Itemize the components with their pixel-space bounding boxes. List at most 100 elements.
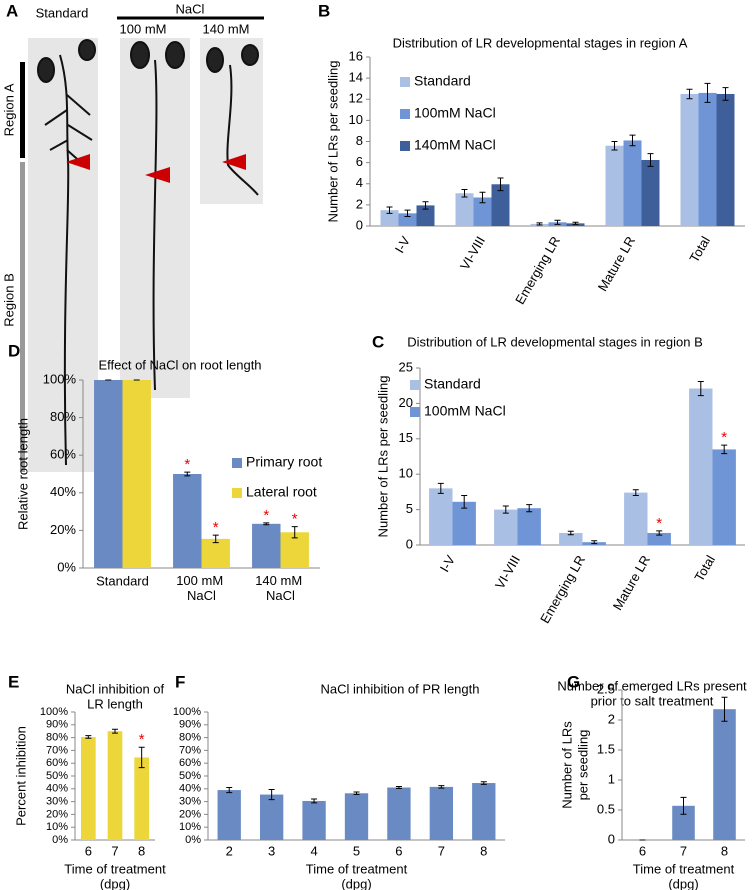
bar [217, 790, 241, 840]
error-bar [263, 522, 270, 526]
x-tick-line: 140 mM [255, 573, 306, 588]
y-tick-label: 40% [50, 484, 76, 499]
y-tick-label: 10% [46, 821, 68, 833]
y-tick-label: 14 [349, 70, 363, 85]
y-tick-label: 0% [57, 559, 76, 574]
significance-star: * [139, 731, 145, 748]
x-axis-label: (dpg) [668, 876, 698, 890]
x-tick-label: 7 [438, 843, 445, 858]
error-bar [554, 219, 561, 225]
y-tick-label: 20% [50, 522, 76, 537]
error-bar [226, 787, 233, 794]
error-bar [611, 141, 618, 151]
chart-title: Effect of NaCl on root length [98, 357, 261, 372]
bar [134, 757, 149, 840]
legend-swatch [232, 488, 242, 498]
bar [302, 800, 326, 840]
x-tick-label: 6 [85, 843, 92, 858]
arrowhead [222, 154, 246, 170]
y-tick-label: 1 [608, 771, 615, 786]
panel-letter: G [567, 672, 580, 691]
x-tick-label: 7 [680, 843, 687, 858]
y-axis-label: Relative root length [15, 418, 30, 530]
bar [713, 709, 736, 840]
x-tick-label: 8 [721, 843, 728, 858]
y-tick-label: 2 [356, 196, 363, 211]
region-label: Region A [1, 83, 16, 136]
error-bar [112, 728, 118, 734]
x-tick-label: 4 [310, 843, 317, 858]
x-tick-label: Mature LR [595, 234, 638, 294]
y-tick-label: 0.5 [597, 801, 615, 816]
y-tick-label: 90% [46, 719, 68, 731]
error-bar [138, 746, 145, 769]
error-bar [291, 526, 298, 539]
bar [716, 93, 735, 226]
x-tick-label: 8 [138, 843, 145, 858]
x-tick-label: I-V [392, 233, 413, 255]
legend-label: 100mM NaCl [424, 403, 506, 419]
region-label: Region B [1, 273, 16, 326]
y-tick-label: 10 [349, 112, 363, 127]
y-tick-label: 70% [179, 744, 201, 756]
chart-title: Distribution of LR developmental stages … [393, 35, 688, 50]
y-tick-label: 8 [356, 133, 363, 148]
x-tick-label: 2 [226, 843, 233, 858]
error-bar [461, 494, 468, 509]
bar [624, 492, 648, 545]
bar [259, 794, 284, 840]
chart-title: NaCl inhibition of [66, 681, 165, 696]
x-axis-label: (dpg) [341, 876, 371, 890]
error-bar [656, 530, 663, 536]
y-tick-label: 6 [356, 154, 363, 169]
legend-label: 140mM NaCl [414, 137, 496, 153]
legend-swatch [410, 407, 420, 417]
x-tick-label: I-V [437, 552, 458, 574]
bar [81, 736, 96, 840]
significance-star: * [656, 515, 662, 532]
bar [698, 92, 717, 226]
y-tick-label: 60% [179, 757, 201, 769]
y-tick-label: 5 [406, 501, 413, 516]
y-tick-label: 30% [179, 796, 201, 808]
x-tick-label: Total [686, 234, 713, 265]
bar [380, 210, 399, 226]
y-tick-label: 20% [179, 808, 201, 820]
arrowhead [145, 167, 170, 183]
region-bar [20, 62, 25, 158]
y-tick-label: 20 [399, 395, 413, 410]
panel-letter: E [8, 672, 19, 691]
error-bar [212, 534, 219, 544]
chart-title: Distribution of LR developmental stages … [407, 334, 703, 349]
y-tick-label: 30% [46, 796, 68, 808]
error-bar [567, 530, 574, 536]
y-axis-label: Percent inhibition [13, 726, 28, 826]
y-axis-label: Number of LRs [559, 721, 574, 809]
chart-title: LR length [87, 696, 143, 711]
bar [494, 509, 518, 545]
arrowhead [66, 154, 90, 170]
y-tick-label: 4 [356, 175, 363, 190]
x-tick-label: 140 mM NaCl [255, 573, 306, 603]
y-tick-label: 60% [46, 757, 68, 769]
x-tick-label: 100 mM NaCl [176, 573, 227, 603]
error-bar [526, 504, 533, 513]
y-tick-label: 40% [179, 783, 201, 795]
legend-label: Lateral root [246, 484, 317, 500]
error-bar [422, 201, 429, 210]
error-bar [722, 87, 729, 101]
bar [680, 93, 699, 226]
error-bar [461, 189, 468, 198]
error-bar [591, 540, 598, 545]
panel-letter: D [8, 341, 20, 360]
significance-star: * [292, 511, 298, 528]
y-tick-label: 40% [46, 783, 68, 795]
bar [473, 197, 492, 226]
chart-title: prior to salt treatment [591, 693, 714, 708]
y-axis-label: Number of LRs per seedling [375, 376, 390, 538]
y-tick-label: 0 [356, 217, 363, 232]
error-bar [629, 134, 636, 147]
label: 140 mM [203, 21, 250, 36]
legend-label: Primary root [246, 454, 322, 470]
legend-swatch [400, 77, 410, 87]
